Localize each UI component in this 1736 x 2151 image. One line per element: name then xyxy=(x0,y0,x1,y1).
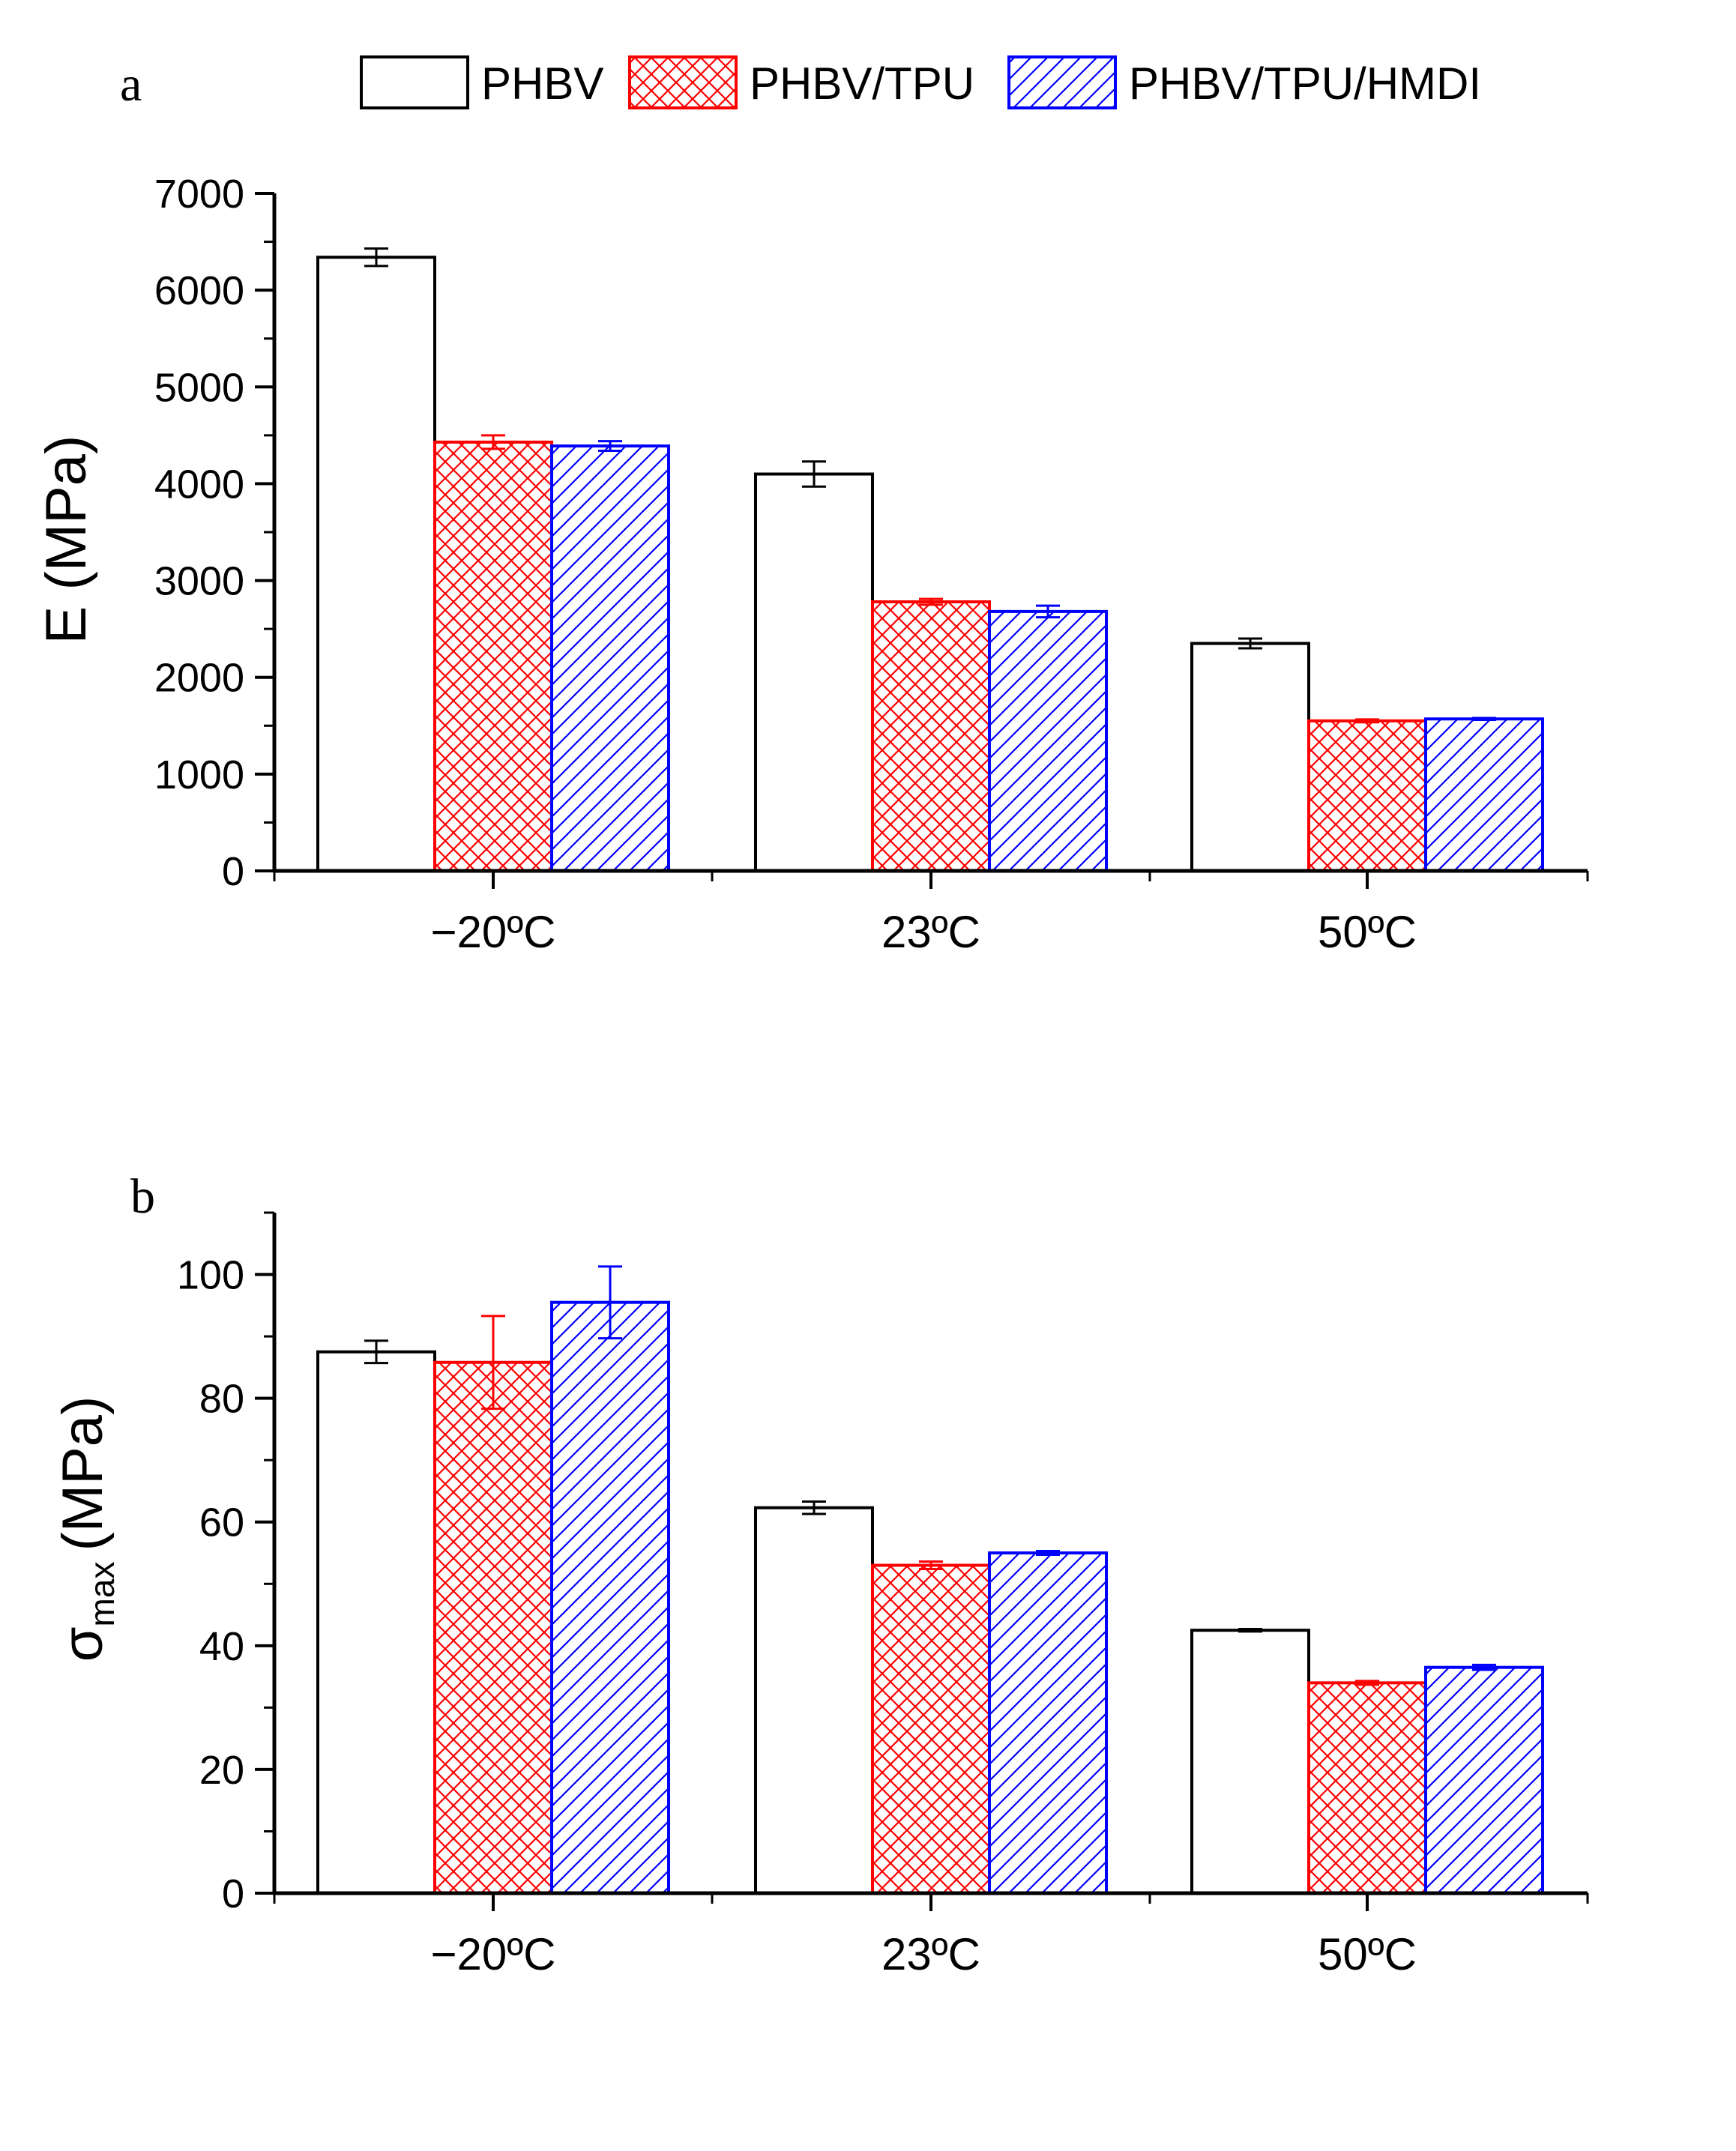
bar-phbv-tpu-hmdi-2 xyxy=(1424,1665,1544,1895)
panel-letter-b: b xyxy=(130,1169,155,1224)
y-tick-label: 5000 xyxy=(154,365,244,410)
y-tick-label: 60 xyxy=(199,1500,244,1545)
bar-phbv-0 xyxy=(316,1350,436,1895)
y-tick-label: 80 xyxy=(199,1377,244,1422)
y-tick-label: 7000 xyxy=(154,172,244,217)
y-tick-label: 4000 xyxy=(154,462,244,507)
y-tick-label: 0 xyxy=(222,1871,244,1916)
y-tick-label: 20 xyxy=(199,1748,244,1793)
x-tick-label: 23ºC xyxy=(881,1929,980,1979)
panel-letter-a: a xyxy=(120,57,142,112)
bar-phbv-tpu-hmdi-2 xyxy=(1424,717,1544,873)
legend: PHBV PHBV/TPU PHBV/TPU/HMDI xyxy=(360,55,1481,109)
bar-phbv-2 xyxy=(1190,1629,1310,1895)
x-tick-label: −20ºC xyxy=(430,1929,555,1979)
y-axis-title-b: σmax (MPa) xyxy=(51,1396,121,1662)
y-tick-label: 100 xyxy=(177,1253,244,1298)
bar-phbv-tpu-1 xyxy=(871,1563,991,1895)
y-tick-label: 3000 xyxy=(154,559,244,604)
bar-phbv-tpu-hmdi-1 xyxy=(988,1551,1108,1895)
chart-panel-b: 0 20 40 60 80 100 −20ºC 23ºC 50ºC xyxy=(177,1211,1589,1979)
bar-phbv-tpu-2 xyxy=(1307,1681,1427,1895)
bar-phbv-tpu-0 xyxy=(433,1360,553,1895)
y-tick-label: 0 xyxy=(222,849,244,894)
y-axis-title-b-unit: (MPa) xyxy=(51,1396,115,1551)
y-tick-label: 1000 xyxy=(154,752,244,797)
chart-panel-a: 0 1000 2000 3000 4000 5000 6000 7000 −20ºC 23ºC 50… xyxy=(154,172,1589,957)
bar-phbv-0 xyxy=(316,256,436,872)
x-tick-label: 50ºC xyxy=(1318,1929,1417,1979)
legend-swatch-phbv-tpu-hmdi xyxy=(1007,55,1117,109)
legend-label-phbv: PHBV xyxy=(481,58,603,109)
x-tick-label: −20ºC xyxy=(430,907,555,957)
bar-phbv-tpu-2 xyxy=(1307,719,1427,872)
y-axis-title-a: E (MPa) xyxy=(34,435,98,645)
y-tick-label: 2000 xyxy=(154,656,244,701)
x-tick-label: 50ºC xyxy=(1318,907,1417,957)
legend-label-phbv-tpu-hmdi: PHBV/TPU/HMDI xyxy=(1129,58,1481,109)
y-axis-title-b-subscript: max xyxy=(82,1562,121,1627)
bar-phbv-tpu-hmdi-0 xyxy=(550,444,670,872)
bar-phbv-tpu-hmdi-0 xyxy=(550,1300,670,1895)
y-tick-label: 40 xyxy=(199,1624,244,1669)
bar-phbv-tpu-hmdi-1 xyxy=(988,609,1108,872)
legend-label-phbv-tpu: PHBV/TPU xyxy=(750,58,974,109)
y-axis-title-b-symbol: σ xyxy=(51,1626,115,1662)
bar-phbv-tpu-1 xyxy=(871,600,991,872)
bar-phbv-2 xyxy=(1190,642,1310,872)
bar-phbv-1 xyxy=(754,1506,874,1895)
x-tick-label: 23ºC xyxy=(881,907,980,957)
bar-phbv-1 xyxy=(754,472,874,872)
legend-swatch-phbv xyxy=(360,55,469,109)
y-tick-label: 6000 xyxy=(154,268,244,313)
legend-swatch-phbv-tpu xyxy=(628,55,738,109)
bar-phbv-tpu-0 xyxy=(433,440,553,872)
